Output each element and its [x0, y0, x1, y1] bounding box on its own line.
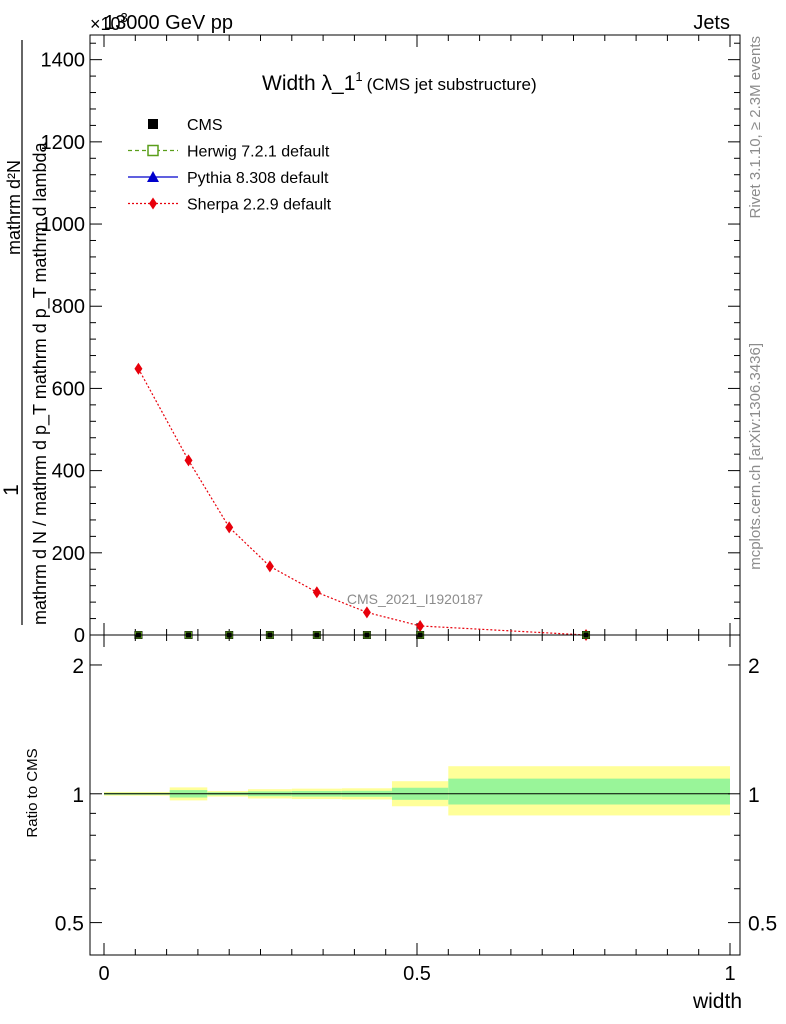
rivet-version-label: Rivet 3.1.10, ≥ 2.3M events: [747, 36, 764, 219]
legend: CMS Herwig 7.2.1 default Pythia 8.308 defa…: [128, 117, 332, 214]
y-tick-label: 600: [52, 378, 85, 400]
ratio-panel-frame: [89, 634, 741, 956]
axis-exponent-label: ×103: [90, 10, 128, 34]
ratio-tick-label-right: 0.5: [748, 913, 777, 936]
sherpa-point: [134, 362, 143, 375]
ratio-tick-label-right: 2: [748, 655, 760, 678]
legend-entry: Herwig 7.2.1 default: [128, 144, 330, 161]
sherpa-point: [312, 586, 321, 599]
chart-title-main: Width λ_1: [262, 72, 355, 95]
ratio-tick-label-right: 1: [748, 784, 760, 807]
ratio-bands: [104, 766, 730, 816]
legend-marker-cms: [148, 119, 158, 129]
legend-label: Herwig 7.2.1 default: [187, 144, 330, 161]
y-tick-label: 400: [52, 461, 85, 483]
y-label-inner-numerator: mathrm d²N: [4, 160, 24, 255]
x-tick-label: 1: [724, 963, 735, 985]
sherpa-line: [137, 368, 587, 636]
legend-entry: Sherpa 2.2.9 default: [128, 197, 332, 214]
ratio-tick-label-left: 0.5: [55, 913, 84, 936]
analysis-tag: CMS_2021_I1920187: [347, 591, 483, 607]
ratio-x-ticks: 0 0.5 1: [98, 635, 736, 985]
ratio-tick-label-left: 1: [72, 784, 84, 807]
legend-marker-herwig: [147, 144, 159, 157]
axis-exponent-base: ×10: [90, 14, 121, 34]
chart-title-sup: 1: [355, 69, 362, 84]
axis-exponent-power: 3: [121, 10, 128, 25]
y-tick-label: 1200: [41, 132, 86, 154]
sherpa-point: [362, 606, 371, 619]
y-tick-label: 0: [74, 625, 85, 647]
sherpa-point: [225, 521, 234, 534]
legend-marker-pythia: [147, 171, 159, 182]
sherpa-point: [265, 560, 274, 573]
main-y-tick-labels: 0 200 400 600 800 1000 1200 1400: [41, 50, 86, 647]
header-process-label: Jets: [693, 12, 730, 34]
x-tick-label: 0: [98, 963, 109, 985]
x-axis-label: width: [692, 990, 742, 1013]
sherpa-point: [416, 619, 425, 632]
y-label-numerator: 1: [0, 484, 23, 496]
x-tick-label: 0.5: [403, 963, 431, 985]
y-tick-label: 1400: [41, 50, 86, 72]
y-label-denominator: mathrm d N / mathrm d p_T mathrm d p_T m…: [30, 142, 51, 625]
legend-entry: Pythia 8.308 default: [128, 170, 329, 187]
ratio-band-inner: [448, 778, 730, 805]
chart-title: Width λ_11 (CMS jet substructure): [262, 69, 537, 95]
main-y-axis-label: 1 mathrm d N / mathrm d p_T mathrm d p_T…: [0, 40, 51, 625]
legend-marker-sherpa: [149, 197, 157, 210]
ratio-tick-label-left: 2: [72, 655, 84, 678]
main-y-ticks: [90, 42, 740, 636]
legend-label: CMS: [187, 117, 223, 134]
mcplots-label: mcplots.cern.ch [arXiv:1306.3436]: [747, 343, 764, 570]
legend-label: Sherpa 2.2.9 default: [187, 197, 332, 214]
y-tick-label: 200: [52, 543, 85, 565]
header-energy-label: 13000 GeV pp: [104, 12, 233, 34]
ratio-y-label: Ratio to CMS: [24, 748, 41, 837]
main-panel: 0 200 400 600 800 1000 1200 1400: [41, 34, 741, 647]
ratio-y-ticks: 0.5 0.5 1 1 2 2: [55, 655, 777, 936]
ratio-panel: 0.5 0.51 12 2 0 0.5 1: [55, 634, 777, 985]
y-tick-label: 800: [52, 296, 85, 318]
sherpa-point: [184, 454, 193, 467]
chart-subtitle: (CMS jet substructure): [367, 75, 537, 94]
legend-label: Pythia 8.308 default: [187, 170, 329, 187]
legend-entry: CMS: [148, 117, 223, 134]
y-tick-label: 1000: [41, 214, 86, 236]
